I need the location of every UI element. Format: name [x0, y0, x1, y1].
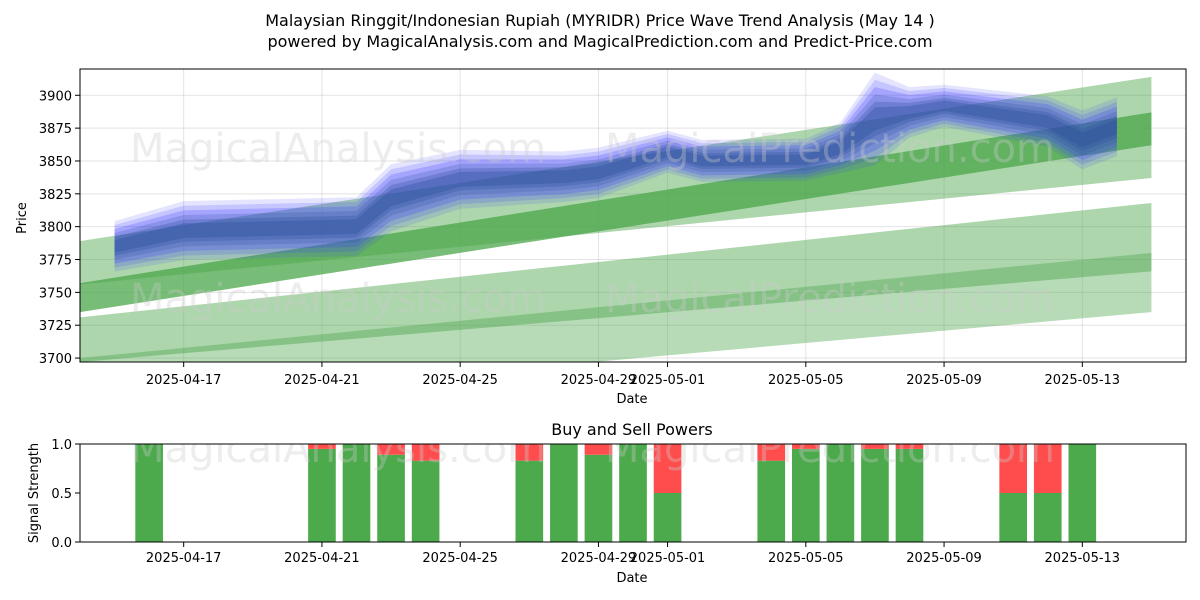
sell-bar	[308, 444, 336, 449]
bottom-y-tick-label: 0.5	[51, 487, 72, 502]
price-wave-band-5	[114, 97, 1117, 256]
top-y-tick-label: 3750	[39, 286, 72, 301]
buy-bar	[999, 493, 1028, 542]
bottom-plot-area: MagicalAnalysis.com MagicalPrediction.com	[130, 426, 1097, 542]
top-y-tick-label: 3850	[39, 155, 72, 170]
bottom-x-tick-label: 2025-04-17	[146, 551, 222, 566]
bottom-y-tick-label: 1.0	[51, 438, 72, 453]
top-x-tick-label: 2025-04-29	[561, 373, 637, 388]
sell-bar	[1033, 444, 1062, 493]
buy-bar	[1068, 444, 1097, 542]
bottom-y-axis-label: Signal Strength	[27, 443, 42, 543]
watermark-text: MagicalAnalysis.com	[130, 426, 546, 472]
bottom-x-tick-label: 2025-05-09	[906, 551, 982, 566]
bottom-x-tick-label: 2025-05-13	[1045, 551, 1121, 566]
bottom-y-tick-label: 0.0	[51, 536, 72, 551]
top-x-tick-label: 2025-04-21	[284, 373, 360, 388]
trend-band-2	[80, 112, 1152, 313]
price-wave-band-4	[114, 94, 1117, 260]
top-y-tick-label: 3825	[39, 188, 72, 203]
buy-bar	[550, 444, 578, 542]
top-x-tick-label: 2025-04-17	[146, 373, 222, 388]
sell-bar	[515, 444, 544, 461]
top-x-tick-label: 2025-05-05	[768, 373, 844, 388]
price-wave-band-6	[114, 100, 1117, 253]
price-wave-band-2	[114, 79, 1117, 268]
top-y-tick-label: 3725	[39, 319, 72, 334]
buy-bar	[515, 460, 544, 542]
buy-bar	[584, 454, 613, 542]
sell-bar	[861, 444, 889, 449]
buy-bar	[895, 448, 924, 542]
top-axes-frame	[79, 68, 1187, 363]
top-y-tick-label: 3800	[39, 221, 72, 236]
buy-bar	[757, 460, 786, 542]
top-x-tick-label: 2025-05-01	[630, 373, 706, 388]
bottom-x-tick-label: 2025-05-01	[630, 551, 706, 566]
buy-bar	[377, 454, 405, 542]
buy-bar	[135, 444, 163, 542]
sell-bar	[757, 444, 786, 461]
price-wave-band-1	[114, 72, 1117, 272]
buy-bar	[619, 444, 647, 542]
buy-bar	[411, 460, 440, 542]
top-x-tick-label: 2025-04-25	[422, 373, 498, 388]
sell-bar	[411, 444, 440, 461]
top-plot-area: MagicalAnalysis.com MagicalPrediction.com…	[80, 72, 1152, 362]
buy-bar	[826, 444, 855, 542]
signal-panel: MagicalAnalysis.com MagicalPrediction.com…	[51, 426, 1187, 566]
top-y-axis-label: Price	[15, 202, 30, 234]
bottom-x-tick-label: 2025-04-25	[422, 551, 498, 566]
buy-bar	[653, 493, 682, 542]
trend-band-1	[80, 76, 1152, 285]
top-x-tick-label: 2025-05-09	[906, 373, 982, 388]
watermark-text: MagicalAnalysis.com	[130, 126, 546, 172]
trend-band-3	[80, 203, 1152, 362]
chart-title: Malaysian Ringgit/Indonesian Rupiah (MYR…	[265, 11, 935, 30]
top-x-tick-label: 2025-05-13	[1045, 373, 1121, 388]
top-x-axis-label: Date	[616, 392, 647, 407]
sell-bar	[584, 444, 613, 455]
watermark-text: MagicalPrediction.com	[605, 276, 1055, 322]
watermark-text: MagicalPrediction.com	[605, 126, 1055, 172]
buy-bar	[861, 448, 889, 542]
watermark-text: MagicalAnalysis.com	[130, 276, 546, 322]
sell-bar	[653, 444, 682, 493]
sell-bar	[999, 444, 1028, 493]
bottom-x-axis-label: Date	[616, 571, 647, 586]
price-wave-band-3	[114, 87, 1117, 264]
chart-subtitle: powered by MagicalAnalysis.com and Magic…	[267, 32, 932, 51]
top-y-tick-label: 3875	[39, 122, 72, 137]
price-panel: MagicalAnalysis.com MagicalPrediction.com…	[39, 68, 1187, 388]
bottom-x-tick-label: 2025-05-05	[768, 551, 844, 566]
top-y-tick-label: 3775	[39, 254, 72, 269]
sell-bar	[895, 444, 924, 449]
buy-bar	[1033, 493, 1062, 542]
bottom-x-tick-label: 2025-04-29	[561, 551, 637, 566]
bottom-chart-title: Buy and Sell Powers	[551, 420, 713, 439]
sell-bar	[377, 444, 405, 455]
buy-bar	[791, 448, 820, 542]
watermark-text: MagicalPrediction.com	[605, 426, 1055, 472]
top-y-tick-label: 3900	[39, 89, 72, 104]
trend-band-4	[80, 252, 1152, 362]
sell-bar	[791, 444, 820, 449]
top-y-tick-label: 3700	[39, 352, 72, 367]
buy-bar	[308, 448, 336, 542]
bottom-x-tick-label: 2025-04-21	[284, 551, 360, 566]
buy-bar	[342, 444, 371, 542]
